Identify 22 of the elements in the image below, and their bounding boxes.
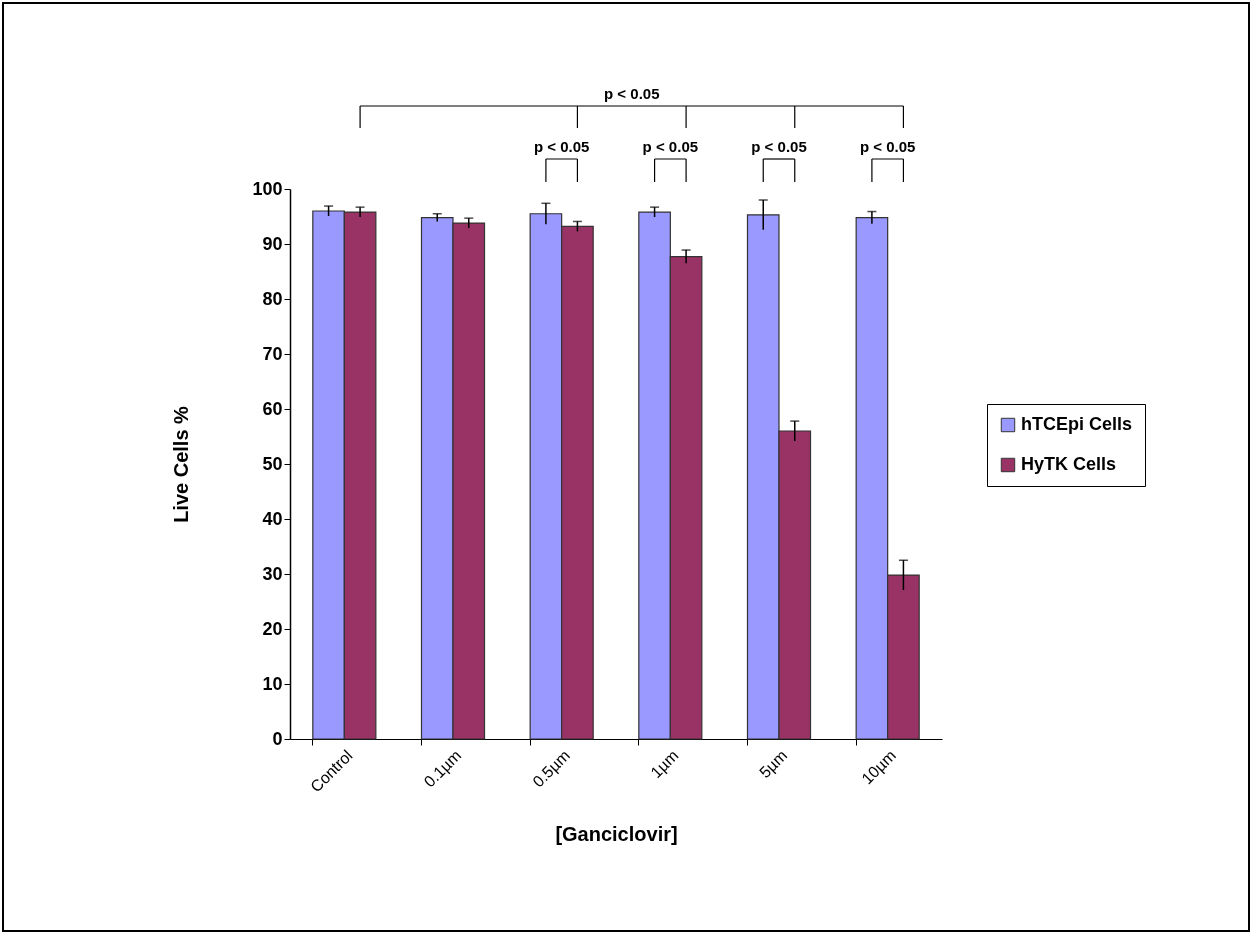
text: p < 0.05: [751, 138, 807, 155]
y-tick-label: 100: [252, 178, 283, 199]
y-tick-label: 30: [262, 563, 283, 584]
text: p < 0.05: [604, 85, 660, 102]
text: p < 0.05: [642, 138, 699, 155]
x-tick-label: 5µm: [756, 746, 791, 782]
text: p < 0.05: [859, 138, 916, 155]
legend-label: hTCEpi Cells: [1021, 414, 1133, 434]
y-tick-label: 20: [262, 618, 283, 639]
y-tick-label: 0: [272, 728, 283, 749]
y-tick-label: 90: [262, 233, 283, 254]
y-tick-label: 70: [262, 343, 283, 364]
x-axis-title: [Ganciclovir]: [555, 823, 678, 846]
y-tick-label: 80: [262, 288, 283, 309]
legend-label: HyTK Cells: [1021, 454, 1117, 474]
text: p < 0.05: [533, 138, 590, 155]
y-tick-label: 60: [262, 398, 283, 419]
y-axis-title: Live Cells %: [170, 405, 193, 523]
y-tick-label: 40: [262, 508, 283, 529]
y-tick-label: 50: [262, 453, 283, 474]
x-tick-label: 1µm: [647, 746, 682, 782]
y-tick-label: 10: [262, 673, 283, 694]
